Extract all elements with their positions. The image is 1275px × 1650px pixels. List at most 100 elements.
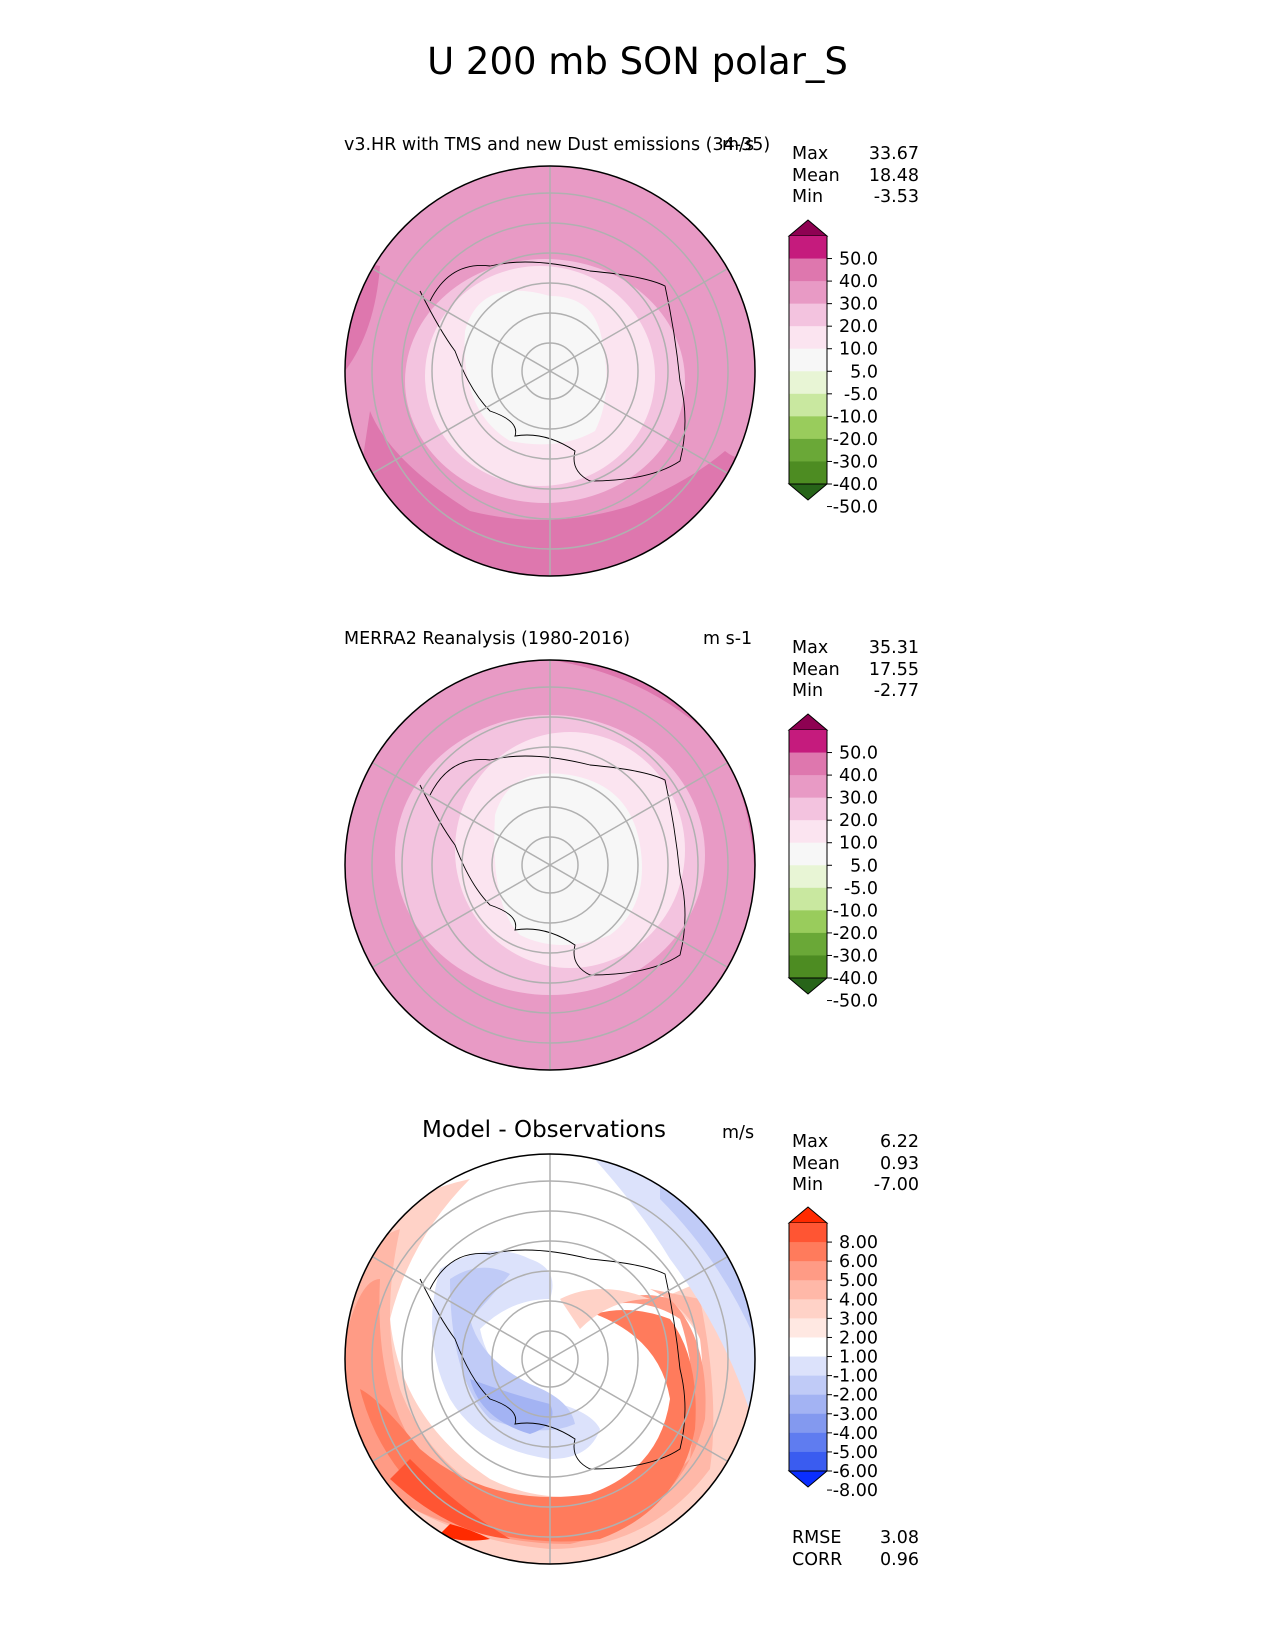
panel-title: Model - Observations (422, 1117, 667, 1143)
colorbar-tick-label: 6.00 (839, 1252, 878, 1272)
colorbar-segment (789, 1261, 827, 1281)
colorbar-segment (789, 1356, 827, 1377)
colorbar-segment (789, 1280, 827, 1300)
colorbar-tick-label: -6.00 (833, 1462, 878, 1482)
colorbar-tick-label: 40.0 (839, 766, 878, 786)
colorbar-tick-label: 10.0 (839, 340, 878, 360)
colorbar-tick-label: -50.0 (833, 498, 878, 518)
panel-units: m s-1 (703, 629, 753, 649)
colorbar-extend-top (787, 219, 829, 237)
stat-min: -7.00 (873, 1175, 919, 1195)
colorbar-test: 50.040.0 30.020.0 10.05.0 -5.0-10.0 -20.0-30… (787, 219, 878, 518)
colorbar-tick-label: 50.0 (839, 250, 878, 270)
stat-max: 33.67 (868, 144, 919, 164)
colorbar-tick-label: 5.00 (839, 1271, 878, 1291)
corr-label: CORR (792, 1549, 843, 1570)
colorbar-extend-bottom (787, 483, 829, 501)
colorbar-diff: 8.006.005.004.003.002.001.00-1.00-2.00-3… (787, 1206, 878, 1501)
colorbar-extend-top (787, 713, 829, 731)
colorbar-tick-label: -5.0 (844, 879, 878, 899)
colorbar-tick-label: 50.0 (839, 744, 878, 764)
colorbar-segment (789, 438, 827, 462)
colorbar-tick-label: -50.0 (833, 992, 878, 1012)
colorbar-segment (789, 1375, 827, 1396)
colorbar-extend-bottom (787, 1470, 829, 1488)
colorbar-tick-label: 20.0 (839, 811, 878, 831)
polar-map-diff (344, 1153, 756, 1565)
colorbar-segment (789, 955, 827, 979)
colorbar-tick-label: 10.0 (839, 834, 878, 854)
panel-ref: MERRA2 Reanalysis (1980-2016) m s-1 Max 3… (0, 494, 1275, 1071)
colorbar-tick-label: -30.0 (833, 452, 878, 472)
panel-title: MERRA2 Reanalysis (1980-2016) (344, 629, 631, 649)
panel-units: m/s (722, 1123, 755, 1143)
colorbar-tick-label: -10.0 (833, 407, 878, 427)
colorbar-segment (789, 1432, 827, 1453)
colorbar-segment (789, 730, 827, 754)
colorbar-segment (789, 1242, 827, 1262)
stats-block: Max 6.22 Mean 0.93 Min -7.00 (792, 1132, 919, 1195)
colorbar-segment (789, 416, 827, 440)
colorbar-tick-label: -20.0 (833, 924, 878, 944)
colorbar-tick-label: 30.0 (839, 789, 878, 809)
colorbar-tick-label: -30.0 (833, 946, 878, 966)
colorbar-segment (789, 1394, 827, 1415)
corr-value: 0.96 (880, 1549, 919, 1570)
colorbar-segment (789, 797, 827, 821)
colorbar-segment (789, 371, 827, 395)
colorbar-segment (789, 1451, 827, 1472)
stat-mean: 0.93 (880, 1153, 919, 1174)
colorbar-tick-label: -2.00 (833, 1386, 878, 1406)
colorbar-tick-label: 1.00 (839, 1348, 878, 1368)
colorbar-tick-label: -1.00 (833, 1367, 878, 1387)
colorbar-segment (789, 393, 827, 417)
colorbar-tick-label: -5.00 (833, 1443, 878, 1463)
colorbar-tick-label: 5.0 (850, 856, 878, 876)
colorbar-segment (789, 1337, 827, 1358)
colorbar-extend-bottom (787, 977, 829, 995)
colorbar-tick-label: 20.0 (839, 317, 878, 337)
colorbar-segment (789, 348, 827, 372)
colorbar-segment (789, 1223, 827, 1243)
stat-mean: 17.55 (868, 659, 919, 680)
colorbar-tick-label: -5.0 (844, 385, 878, 405)
colorbar-tick-label: -3.00 (833, 1405, 878, 1425)
rmse-label: RMSE (792, 1528, 842, 1548)
colorbar-segment (789, 932, 827, 956)
colorbar-segment (789, 865, 827, 889)
colorbar-segment (789, 820, 827, 844)
colorbar-segment (789, 752, 827, 776)
stats-block: Max 35.31 Mean 17.55 Min -2.77 (792, 638, 919, 701)
stat-max: 6.22 (880, 1132, 919, 1152)
colorbar-segment (789, 1413, 827, 1434)
colorbar-segment (789, 910, 827, 934)
colorbar-segment (789, 281, 827, 305)
colorbar-segment (789, 775, 827, 799)
stat-min: -3.53 (873, 187, 919, 207)
colorbar-tick-label: 4.00 (839, 1290, 878, 1310)
stats-block: Max 33.67 Mean 18.48 Min -3.53 (792, 144, 919, 207)
panel-units: m/s (722, 135, 755, 155)
colorbar-segment (789, 842, 827, 866)
colorbar-tick-label: -10.0 (833, 901, 878, 921)
colorbar-tick-label: -8.00 (833, 1481, 878, 1501)
colorbar-tick-label: 8.00 (839, 1233, 878, 1253)
polar-map-test (344, 165, 756, 577)
colorbar-tick-label: 3.00 (839, 1309, 878, 1329)
colorbar-tick-label: 2.00 (839, 1328, 878, 1348)
stat-min: -2.77 (873, 681, 919, 701)
colorbar-tick-label: -40.0 (833, 969, 878, 989)
colorbar-segment (789, 236, 827, 260)
colorbar-segment (789, 303, 827, 327)
colorbar-tick-label: -20.0 (833, 430, 878, 450)
colorbar-tick-label: 5.0 (850, 362, 878, 382)
colorbar-tick-label: -4.00 (833, 1424, 878, 1444)
colorbar-segment (789, 1318, 827, 1338)
colorbar-segment (789, 461, 827, 485)
panel-diff: Model - Observations m/s Max 6.22 Mean 0.9… (0, 988, 1275, 1565)
panel-test: v3.HR with TMS and new Dust emissions (3… (0, 0, 1275, 577)
colorbar-segment (789, 258, 827, 282)
colorbar-extend-top (787, 1206, 829, 1224)
colorbar-ref: 50.040.0 30.020.0 10.05.0 -5.0-10.0 -20.0-30… (787, 713, 878, 1012)
error-stats: RMSE 3.08 CORR 0.96 (792, 1528, 919, 1571)
